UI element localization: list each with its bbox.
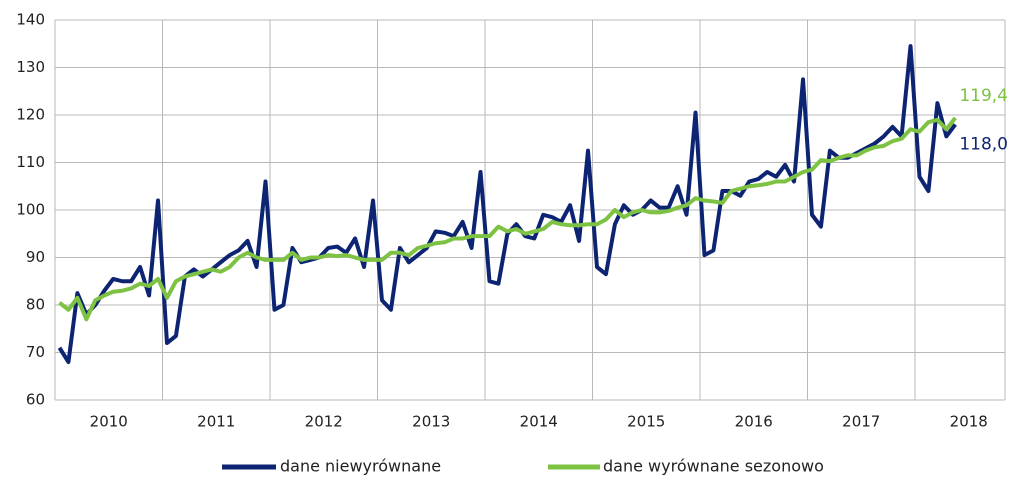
x-tick-label: 2017: [842, 413, 880, 431]
value-label: 118,0: [959, 135, 1008, 155]
series-line: [58, 116, 957, 322]
y-tick-label: 70: [26, 343, 45, 361]
x-tick-label: 2014: [520, 413, 558, 431]
y-tick-label: 100: [16, 201, 45, 219]
x-tick-label: 2015: [627, 413, 665, 431]
x-tick-label: 2012: [305, 413, 343, 431]
x-tick-label: 2018: [950, 413, 988, 431]
y-tick-label: 140: [16, 11, 45, 29]
y-tick-label: 80: [26, 296, 45, 314]
y-tick-label: 120: [16, 106, 45, 124]
x-tick-label: 2010: [90, 413, 128, 431]
y-tick-label: 130: [16, 58, 45, 76]
y-tick-label: 90: [26, 248, 45, 266]
legend: dane niewyrównane dane wyrównane sezonow…: [222, 457, 824, 476]
value-label: 119,4: [959, 86, 1008, 106]
x-tick-label: 2016: [735, 413, 773, 431]
x-tick-label: 2013: [412, 413, 450, 431]
y-tick-label: 110: [16, 153, 45, 171]
y-tick-label: 60: [26, 391, 45, 409]
series-line: [57, 44, 957, 364]
x-tick-label: 2011: [197, 413, 235, 431]
legend-label: dane wyrównane sezonowo: [603, 457, 824, 476]
legend-label: dane niewyrównane: [280, 457, 441, 476]
